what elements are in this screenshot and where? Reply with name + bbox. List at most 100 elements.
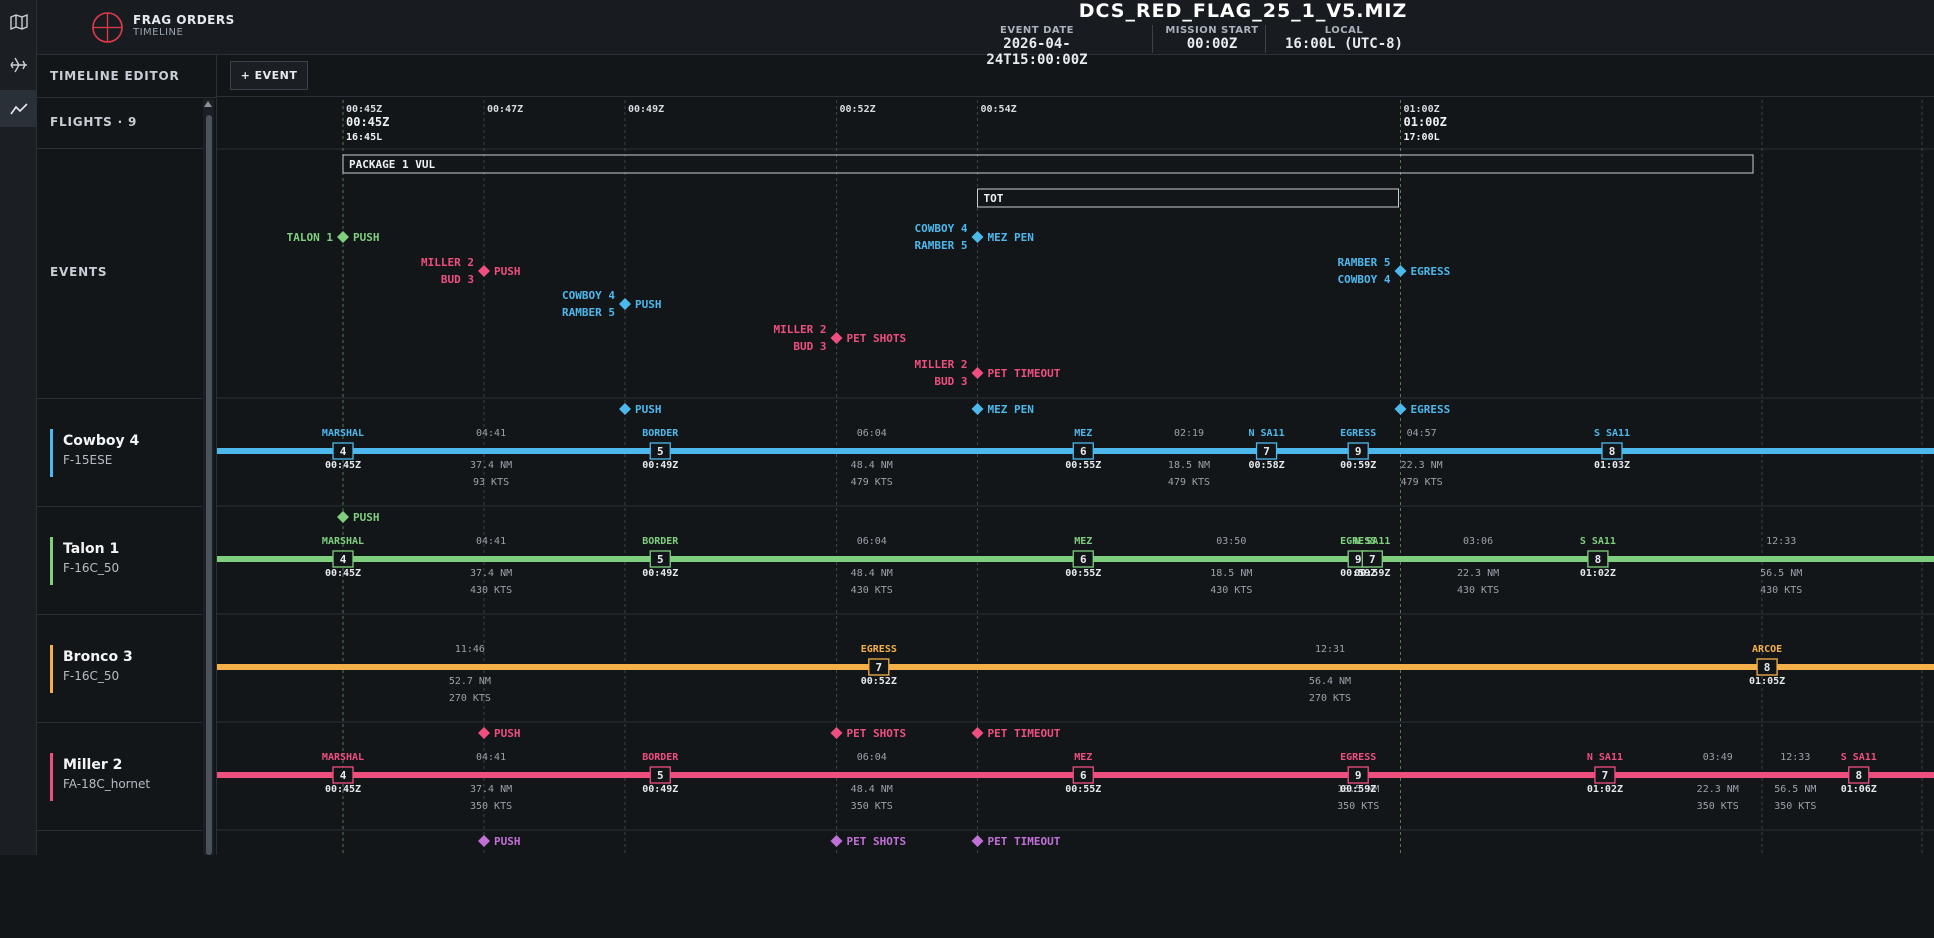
leg-speed: 350 KTS	[1774, 801, 1816, 812]
waypoint-box[interactable]	[332, 442, 354, 460]
event-marker[interactable]	[337, 231, 349, 243]
event-flight-label: BUD 3	[793, 340, 826, 353]
event-marker[interactable]	[478, 265, 490, 277]
scroll-up-icon[interactable]	[204, 101, 212, 107]
flight-event-marker[interactable]	[971, 403, 984, 415]
event-marker[interactable]	[1394, 265, 1407, 277]
leg-speed: 479 KTS	[851, 477, 893, 488]
waypoint-time: 01:02Z	[1587, 784, 1623, 795]
waypoint-box[interactable]	[1848, 766, 1870, 784]
waypoint-number: 6	[1080, 445, 1087, 458]
event-flight-label: TALON 1	[287, 231, 334, 244]
flight-event-marker[interactable]	[830, 727, 843, 739]
flight-row-talon-1[interactable]: Talon 1 F-16C_50	[37, 506, 202, 614]
flight-row-cowboy-4[interactable]: Cowboy 4 F-15ESE	[37, 398, 202, 506]
flight-type: F-16C_50	[63, 561, 120, 575]
waypoint-number: 4	[340, 445, 347, 458]
waypoint-time: 00:45Z	[325, 460, 361, 471]
waypoint-box[interactable]	[332, 550, 354, 568]
waypoint-box[interactable]	[1601, 442, 1623, 460]
flight-event-marker[interactable]	[337, 511, 349, 523]
aircraft-icon[interactable]	[0, 46, 37, 83]
waypoint-box[interactable]	[1594, 766, 1616, 784]
waypoint-time: 00:55Z	[1065, 784, 1101, 795]
waypoint-box[interactable]	[649, 442, 671, 460]
waypoint-name: S SA11	[1594, 428, 1630, 439]
leg-duration: 06:04	[857, 752, 887, 763]
waypoint-box[interactable]	[868, 658, 890, 676]
flight-event-marker[interactable]	[478, 727, 490, 739]
timeline-icon[interactable]	[0, 90, 37, 127]
event-flight-label: RAMBER 5	[1338, 256, 1391, 269]
waypoint-box[interactable]	[332, 766, 354, 784]
event-marker[interactable]	[971, 231, 984, 243]
leg-speed: 93 KTS	[473, 477, 509, 488]
waypoint-name: MEZ	[1074, 428, 1092, 439]
waypoint-time: 00:45Z	[325, 784, 361, 795]
waypoint-box[interactable]	[1072, 442, 1094, 460]
waypoint-box[interactable]	[1255, 442, 1278, 460]
waypoint-time: 00:49Z	[642, 784, 678, 795]
waypoint-time: 00:59Z	[1340, 568, 1376, 579]
waypoint-name: ARCOE	[1752, 644, 1782, 655]
event-marker[interactable]	[971, 367, 984, 379]
waypoint-box[interactable]	[1347, 766, 1369, 784]
flight-event-marker[interactable]	[971, 835, 984, 847]
add-event-button[interactable]: + EVENT	[230, 61, 308, 90]
period-package-1-vul[interactable]	[342, 154, 1754, 174]
event-marker[interactable]	[830, 332, 843, 344]
crosshair-logo-icon	[92, 12, 123, 43]
flight-event-marker[interactable]	[971, 727, 984, 739]
event-date: EVENT DATE 2026-04-24T15:00:00Z	[962, 25, 1112, 68]
waypoint-box[interactable]	[649, 550, 671, 568]
map-icon[interactable]	[0, 3, 37, 40]
sidebar-scrollbar-thumb[interactable]	[206, 115, 212, 855]
leg-distance: 56.4 NM	[1309, 676, 1351, 687]
waypoint-name: BORDER	[642, 536, 679, 547]
waypoint-box[interactable]	[1587, 550, 1609, 568]
event-label: PET TIMEOUT	[988, 367, 1061, 380]
waypoint-box[interactable]	[1756, 658, 1778, 676]
timeline-main: + EVENT 00:45Z 00:45Z 16:45L 00:47Z 00:49Z 00…	[217, 55, 1934, 855]
waypoint-time: 00:55Z	[1065, 568, 1101, 579]
flight-row-bronco-3[interactable]: Bronco 3 F-16C_50	[37, 614, 202, 722]
leg-duration: 02:19	[1174, 428, 1204, 439]
waypoint-box[interactable]	[1347, 442, 1369, 460]
waypoint-time: 00:55Z	[1065, 460, 1101, 471]
waypoint-number: 7	[1369, 553, 1376, 566]
flight-row-next[interactable]	[37, 830, 202, 938]
waypoint-box[interactable]	[1072, 766, 1094, 784]
event-label: EGRESS	[1411, 265, 1451, 278]
waypoint-box[interactable]	[1072, 550, 1094, 568]
flight-event-label: MEZ PEN	[988, 403, 1034, 416]
flight-row-miller-2[interactable]: Miller 2 FA-18C_hornet	[37, 722, 202, 830]
timeline-editor-title: TIMELINE EDITOR	[50, 69, 180, 83]
waypoint-name: MEZ	[1074, 536, 1092, 547]
waypoint-box[interactable]	[1361, 550, 1383, 568]
period-tot[interactable]	[977, 188, 1399, 208]
waypoint-time: 01:02Z	[1580, 568, 1616, 579]
flight-type: F-16C_50	[63, 669, 120, 683]
waypoint-number: 7	[1602, 769, 1609, 782]
event-label: MEZ PEN	[988, 231, 1034, 244]
waypoint-time: 00:59Z	[1340, 460, 1376, 471]
leg-duration: 06:04	[857, 428, 887, 439]
flight-name: Cowboy 4	[63, 433, 140, 449]
flight-event-marker[interactable]	[1394, 403, 1407, 415]
event-marker[interactable]	[619, 298, 631, 310]
flight-event-label: PET SHOTS	[847, 727, 907, 740]
event-flight-label: RAMBER 5	[915, 239, 968, 252]
leg-duration: 04:41	[476, 536, 506, 547]
waypoint-box[interactable]	[649, 766, 671, 784]
flight-event-marker[interactable]	[830, 835, 843, 847]
waypoint-name: N SA11	[1248, 428, 1284, 439]
flight-event-marker[interactable]	[478, 835, 490, 847]
route-line	[217, 664, 1934, 670]
event-label: PUSH	[353, 231, 380, 244]
waypoint-number: 6	[1080, 553, 1087, 566]
waypoint-name: S SA11	[1841, 752, 1877, 763]
leg-distance: 18.5 NM	[1210, 568, 1252, 579]
time-tick-label: 00:49Z	[628, 104, 664, 115]
flight-event-marker[interactable]	[619, 403, 631, 415]
